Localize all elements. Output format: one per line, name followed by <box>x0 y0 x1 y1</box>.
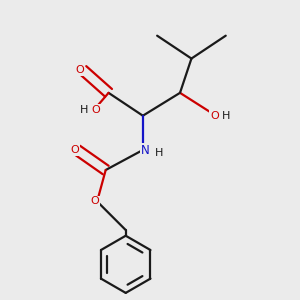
Text: H: H <box>222 111 230 121</box>
Text: N: N <box>141 143 150 157</box>
Text: O: O <box>76 65 84 75</box>
Text: O: O <box>70 145 79 155</box>
Text: O: O <box>91 105 100 115</box>
Text: H: H <box>80 105 88 115</box>
Text: O: O <box>90 196 99 206</box>
Text: H: H <box>154 148 163 158</box>
Text: O: O <box>210 111 219 121</box>
